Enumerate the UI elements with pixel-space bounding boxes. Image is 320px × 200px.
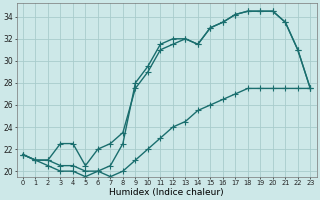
X-axis label: Humidex (Indice chaleur): Humidex (Indice chaleur) [109,188,224,197]
